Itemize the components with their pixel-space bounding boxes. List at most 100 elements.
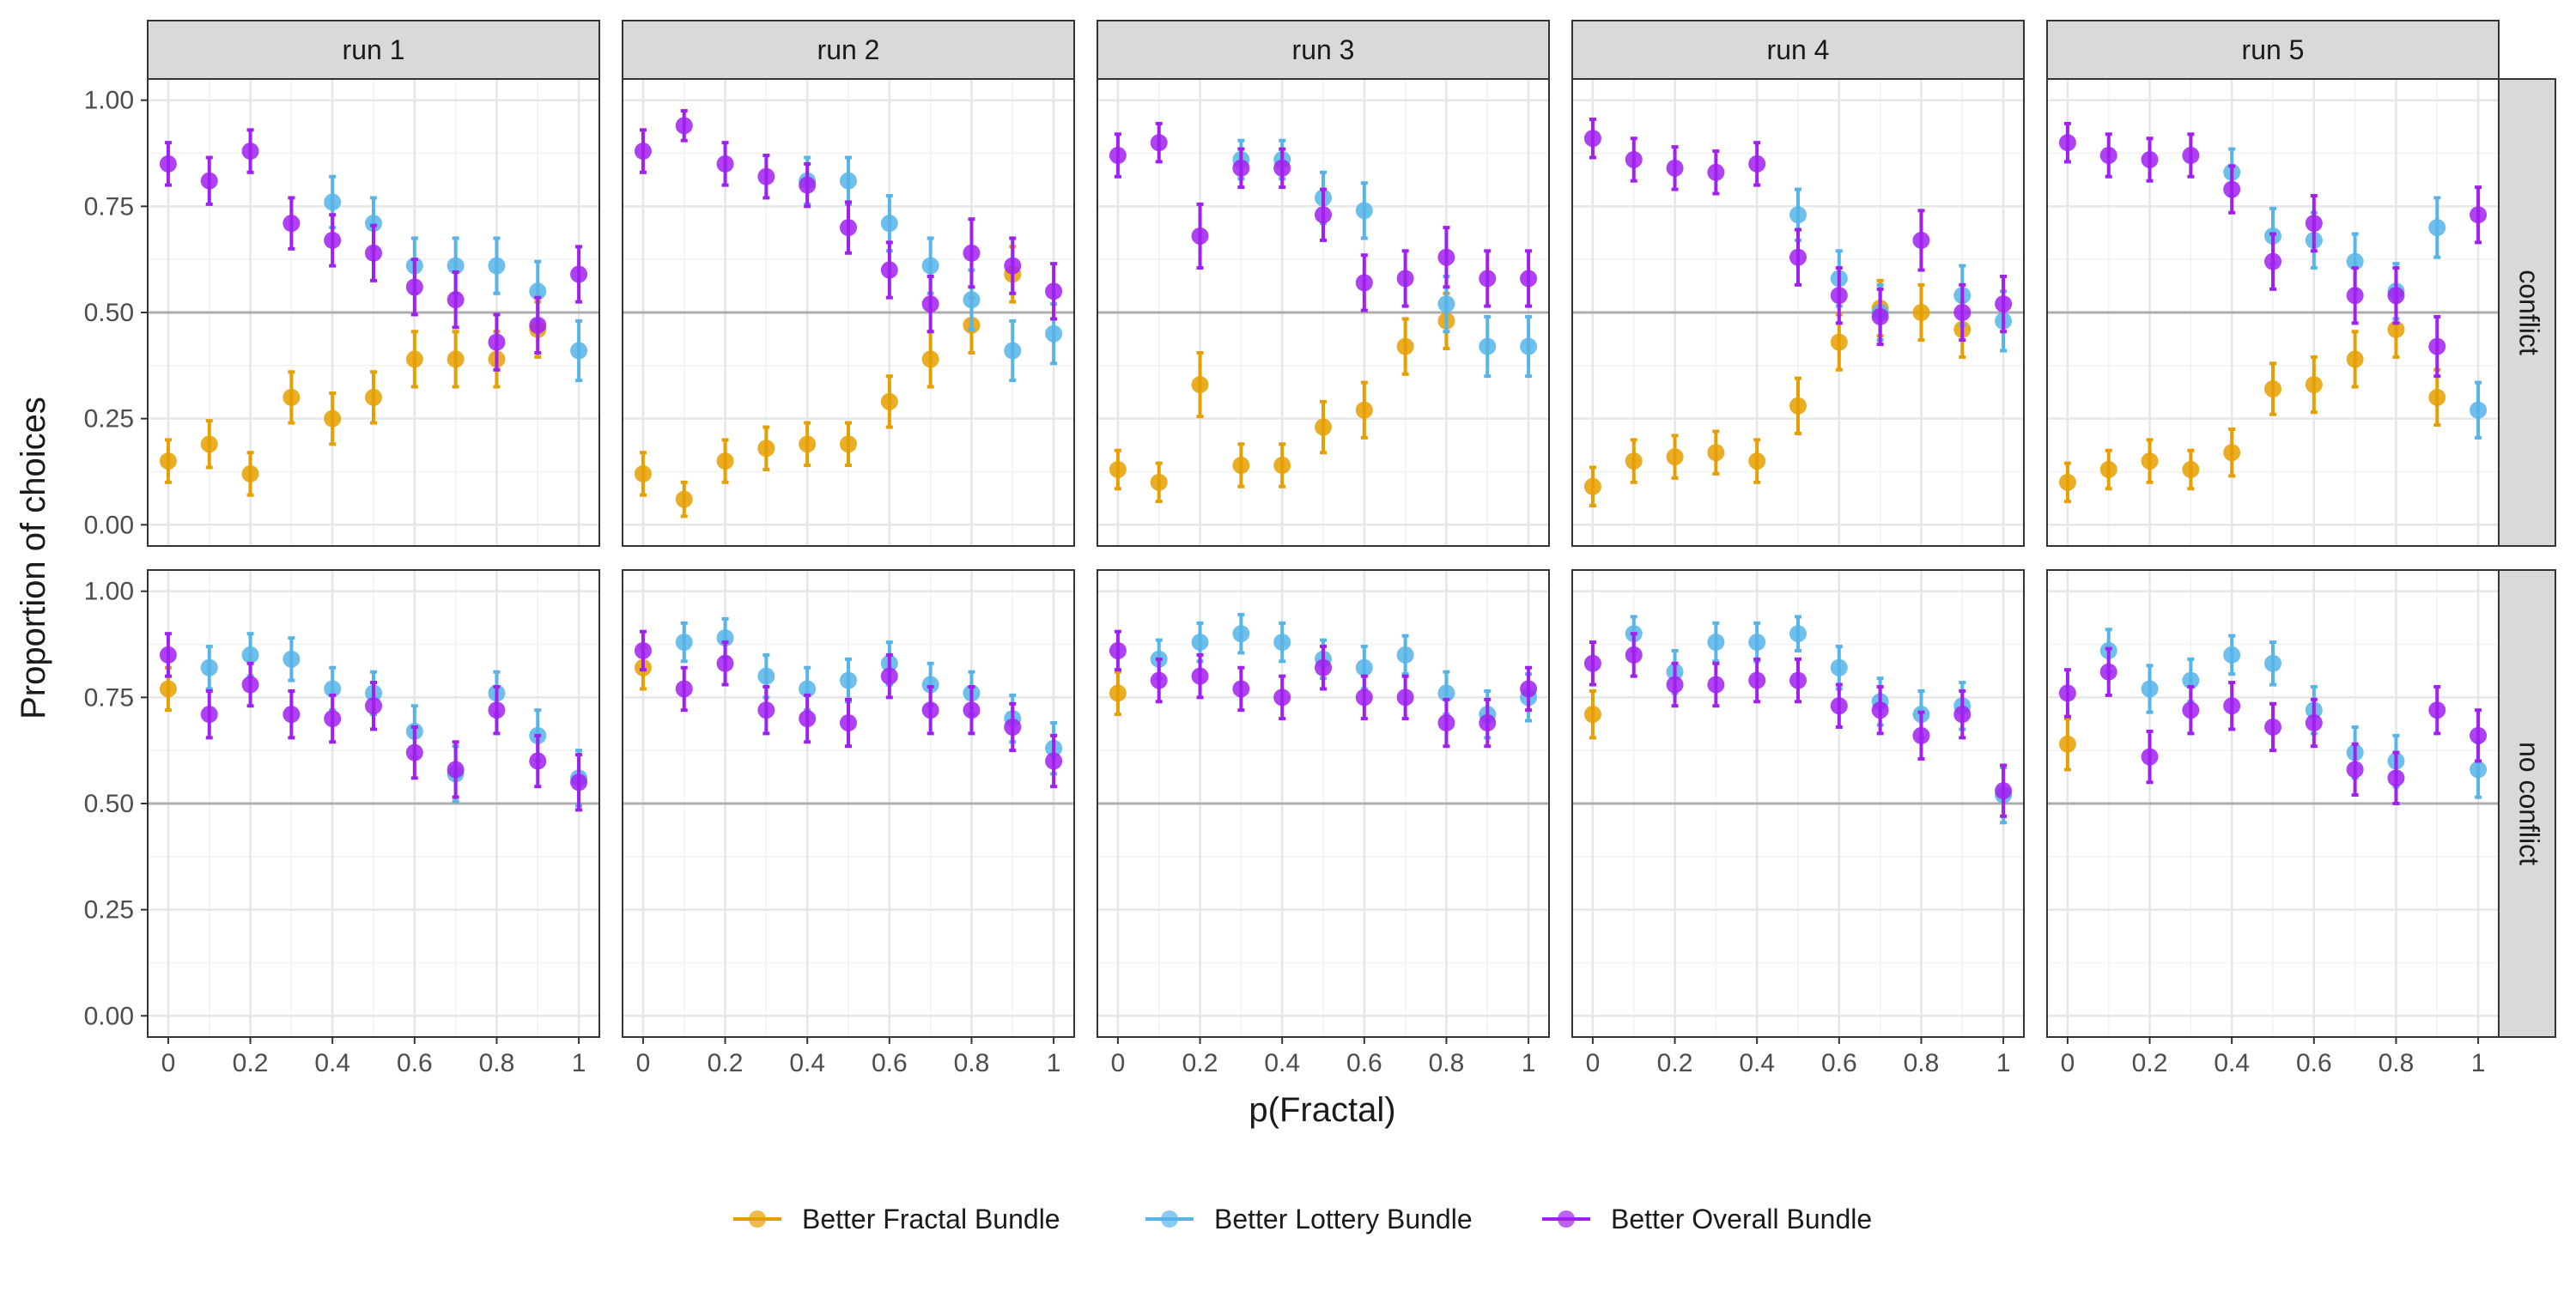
- point-better-overall-bundle: [840, 219, 857, 237]
- facet-strip-label: run 3: [1292, 34, 1355, 65]
- x-tick-label: 0: [1111, 1049, 1126, 1077]
- point-better-overall-bundle: [963, 701, 981, 719]
- point-better-fractal-bundle: [2305, 376, 2323, 394]
- point-better-lottery-bundle: [1437, 684, 1455, 702]
- point-better-overall-bundle: [2264, 718, 2281, 736]
- point-better-lottery-bundle: [365, 215, 382, 233]
- x-tick-label: 0.8: [1429, 1049, 1465, 1077]
- x-tick-label: 0.2: [233, 1049, 269, 1077]
- point-better-overall-bundle: [1273, 688, 1291, 707]
- point-better-overall-bundle: [1315, 206, 1332, 224]
- point-better-overall-bundle: [1191, 667, 1209, 685]
- point-better-lottery-bundle: [1479, 337, 1497, 355]
- point-better-overall-bundle: [2099, 663, 2117, 681]
- y-tick-label: 0.00: [84, 1002, 134, 1030]
- point-better-overall-bundle: [1995, 295, 2013, 313]
- point-better-fractal-bundle: [159, 452, 177, 470]
- point-better-lottery-bundle: [324, 680, 342, 698]
- point-better-lottery-bundle: [2428, 219, 2446, 237]
- point-better-overall-bundle: [2223, 180, 2241, 198]
- panel-border: [2046, 78, 2500, 547]
- panel-border: [1097, 569, 1550, 1038]
- point-better-fractal-bundle: [2387, 320, 2405, 338]
- point-better-overall-bundle: [1953, 706, 1971, 724]
- point-better-fractal-bundle: [324, 409, 342, 428]
- point-better-lottery-bundle: [921, 676, 939, 694]
- point-better-fractal-bundle: [1666, 448, 1684, 466]
- point-better-lottery-bundle: [200, 658, 218, 676]
- point-better-overall-bundle: [241, 676, 259, 694]
- point-better-lottery-bundle: [1004, 342, 1022, 360]
- legend-label: Better Fractal Bundle: [802, 1204, 1060, 1234]
- point-better-lottery-bundle: [799, 680, 817, 698]
- point-better-fractal-bundle: [1355, 401, 1373, 419]
- point-better-fractal-bundle: [1748, 452, 1766, 470]
- point-better-fractal-bundle: [1583, 477, 1601, 495]
- point-better-overall-bundle: [2141, 150, 2159, 168]
- point-better-overall-bundle: [447, 291, 465, 309]
- point-better-lottery-bundle: [1707, 634, 1725, 652]
- point-better-lottery-bundle: [1045, 325, 1063, 343]
- point-better-overall-bundle: [1273, 159, 1291, 177]
- legend-key-point: [1558, 1210, 1575, 1228]
- point-better-overall-bundle: [1045, 752, 1063, 770]
- point-better-overall-bundle: [1004, 257, 1022, 275]
- point-better-lottery-bundle: [840, 172, 857, 190]
- point-better-fractal-bundle: [1396, 337, 1414, 355]
- point-better-overall-bundle: [880, 261, 898, 279]
- x-tick-label: 0.2: [2132, 1049, 2168, 1077]
- point-better-lottery-bundle: [716, 629, 734, 647]
- legend-key-point: [1161, 1210, 1178, 1228]
- point-better-lottery-bundle: [1355, 658, 1373, 676]
- y-tick-label: 0.25: [84, 896, 134, 925]
- point-better-overall-bundle: [634, 143, 652, 161]
- facet-strip-1: [147, 20, 600, 80]
- x-tick-label: 0: [2061, 1049, 2075, 1077]
- point-better-overall-bundle: [716, 654, 734, 672]
- point-better-fractal-bundle: [405, 350, 423, 368]
- point-better-lottery-bundle: [1748, 634, 1766, 652]
- point-better-fractal-bundle: [1109, 460, 1127, 478]
- point-better-fractal-bundle: [1583, 706, 1601, 724]
- point-better-overall-bundle: [757, 701, 775, 719]
- y-tick-label: 1.00: [84, 578, 134, 606]
- point-better-overall-bundle: [1191, 227, 1209, 245]
- point-better-lottery-bundle: [963, 291, 981, 309]
- point-better-lottery-bundle: [488, 257, 506, 275]
- point-better-fractal-bundle: [1273, 457, 1291, 475]
- x-tick-label: 0.6: [397, 1049, 433, 1077]
- x-tick-label: 1: [1996, 1049, 2011, 1077]
- point-better-overall-bundle: [716, 155, 734, 173]
- point-better-overall-bundle: [200, 172, 218, 190]
- point-better-overall-bundle: [675, 117, 693, 135]
- point-better-fractal-bundle: [1109, 684, 1127, 702]
- point-better-overall-bundle: [921, 295, 939, 313]
- x-tick-label: 0: [1586, 1049, 1601, 1077]
- point-better-overall-bundle: [1912, 231, 1930, 249]
- point-better-overall-bundle: [1150, 134, 1168, 152]
- point-better-overall-bundle: [963, 244, 981, 262]
- point-better-lottery-bundle: [1437, 295, 1455, 313]
- point-better-lottery-bundle: [757, 667, 775, 685]
- point-better-overall-bundle: [880, 667, 898, 685]
- point-better-overall-bundle: [570, 773, 588, 792]
- point-better-overall-bundle: [159, 646, 177, 664]
- point-better-fractal-bundle: [2223, 444, 2241, 462]
- point-better-overall-bundle: [447, 761, 465, 779]
- y-tick-label: 0.75: [84, 192, 134, 221]
- point-better-fractal-bundle: [840, 435, 857, 453]
- point-better-overall-bundle: [2428, 701, 2446, 719]
- point-better-lottery-bundle: [2470, 401, 2488, 419]
- x-tick-label: 0.8: [954, 1049, 990, 1077]
- point-better-overall-bundle: [1004, 718, 1022, 736]
- point-better-overall-bundle: [1109, 641, 1127, 659]
- point-better-overall-bundle: [799, 176, 817, 194]
- point-better-fractal-bundle: [757, 440, 775, 458]
- x-tick-label: 0.6: [1821, 1049, 1857, 1077]
- point-better-fractal-bundle: [1912, 304, 1930, 321]
- point-better-overall-bundle: [488, 333, 506, 351]
- point-better-overall-bundle: [2264, 252, 2281, 270]
- point-better-overall-bundle: [2346, 761, 2364, 779]
- point-better-overall-bundle: [1789, 248, 1807, 266]
